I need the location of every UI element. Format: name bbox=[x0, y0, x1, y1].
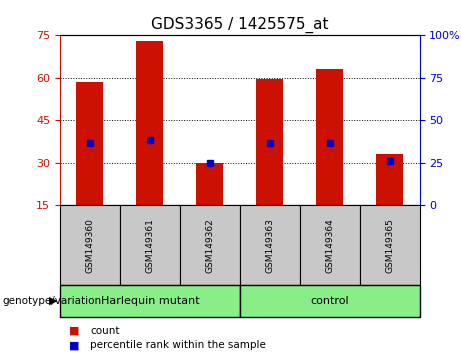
Text: GSM149364: GSM149364 bbox=[325, 218, 334, 273]
Bar bbox=[180, 205, 240, 285]
Text: ■: ■ bbox=[69, 326, 80, 336]
Bar bbox=[60, 285, 240, 317]
Text: ■: ■ bbox=[69, 340, 80, 350]
Text: GSM149362: GSM149362 bbox=[205, 218, 214, 273]
Title: GDS3365 / 1425575_at: GDS3365 / 1425575_at bbox=[151, 16, 329, 33]
Bar bbox=[120, 205, 180, 285]
Text: Harlequin mutant: Harlequin mutant bbox=[100, 296, 199, 306]
Text: ▶: ▶ bbox=[49, 296, 58, 306]
Bar bbox=[240, 285, 420, 317]
Bar bbox=[196, 163, 223, 205]
Bar bbox=[77, 82, 103, 205]
Bar bbox=[60, 205, 120, 285]
Bar bbox=[376, 154, 403, 205]
Bar bbox=[300, 205, 360, 285]
Text: percentile rank within the sample: percentile rank within the sample bbox=[90, 340, 266, 350]
Text: count: count bbox=[90, 326, 119, 336]
Bar bbox=[360, 205, 420, 285]
Text: GSM149363: GSM149363 bbox=[265, 218, 274, 273]
Bar bbox=[240, 205, 300, 285]
Text: GSM149360: GSM149360 bbox=[85, 218, 95, 273]
Bar bbox=[256, 79, 283, 205]
Text: genotype/variation: genotype/variation bbox=[2, 296, 101, 306]
Text: GSM149365: GSM149365 bbox=[385, 218, 394, 273]
Text: GSM149361: GSM149361 bbox=[145, 218, 154, 273]
Bar bbox=[136, 41, 163, 205]
Text: control: control bbox=[310, 296, 349, 306]
Bar bbox=[316, 69, 343, 205]
